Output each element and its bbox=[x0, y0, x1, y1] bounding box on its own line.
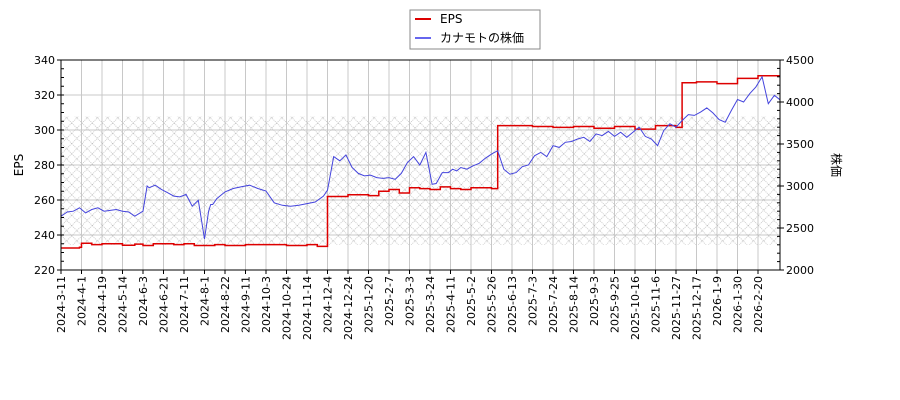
right-tick-label: 4500 bbox=[786, 54, 814, 67]
x-tick-label: 2024-9-11 bbox=[240, 276, 253, 333]
x-tick-label: 2025-10-16 bbox=[629, 276, 642, 340]
right-tick-label: 3500 bbox=[786, 138, 814, 151]
x-tick-label: 2024-10-3 bbox=[260, 276, 273, 333]
legend: EPS カナモトの株価 bbox=[409, 9, 541, 50]
eps-line bbox=[61, 74, 780, 249]
x-tick-label: 2025-9-3 bbox=[588, 276, 601, 326]
x-tick-label: 2025-9-25 bbox=[609, 276, 622, 333]
x-tick-label: 2024-11-14 bbox=[301, 276, 314, 340]
right-tick-label: 4000 bbox=[786, 96, 814, 109]
stock-price-line bbox=[61, 75, 780, 239]
legend-price-label: カナモトの株価 bbox=[440, 30, 524, 45]
x-tick-label: 2025-5-26 bbox=[486, 276, 499, 333]
x-tick-label: 2025-3-3 bbox=[404, 276, 417, 326]
x-tick-label: 2025-11-27 bbox=[670, 276, 683, 340]
right-axis-title: 株価 bbox=[829, 153, 844, 177]
x-tick-label: 2025-7-24 bbox=[547, 276, 560, 333]
x-tick-label: 2025-12-17 bbox=[691, 276, 704, 340]
x-tick-label: 2025-2-7 bbox=[383, 276, 396, 326]
right-y-axis: 2000 2500 3000 3500 4000 4500 bbox=[777, 54, 814, 277]
x-tick-label: 2025-8-14 bbox=[568, 276, 581, 333]
left-tick-label: 320 bbox=[34, 89, 55, 102]
x-axis: 2024-3-11 2024-4-1 2024-4-19 2024-5-14 2024-… bbox=[55, 270, 765, 340]
hatch-area bbox=[61, 116, 780, 245]
hatched-band bbox=[61, 116, 780, 245]
x-tick-label: 2024-8-1 bbox=[199, 276, 212, 326]
x-tick-label: 2024-4-19 bbox=[96, 276, 109, 333]
right-tick-label: 2000 bbox=[786, 264, 814, 277]
x-tick-label: 2026-1-30 bbox=[732, 276, 745, 333]
left-tick-label: 280 bbox=[34, 159, 55, 172]
x-tick-label: 2026-2-20 bbox=[752, 276, 765, 333]
left-axis-title: EPS bbox=[12, 154, 26, 176]
x-tick-label: 2025-6-13 bbox=[506, 276, 519, 333]
left-tick-label: 240 bbox=[34, 229, 55, 242]
x-tick-label: 2024-4-1 bbox=[76, 276, 89, 326]
x-tick-label: 2025-4-11 bbox=[445, 276, 458, 333]
x-tick-label: 2024-6-3 bbox=[137, 276, 150, 326]
left-y-axis: 220 240 260 280 300 320 340 bbox=[34, 54, 64, 277]
x-tick-label: 2024-12-4 bbox=[322, 276, 335, 333]
x-tick-label: 2024-6-21 bbox=[158, 276, 171, 333]
left-tick-label: 260 bbox=[34, 194, 55, 207]
series-layer bbox=[61, 74, 780, 249]
x-tick-label: 2024-8-22 bbox=[219, 276, 232, 333]
right-tick-label: 2500 bbox=[786, 222, 814, 235]
x-tick-label: 2026-1-9 bbox=[711, 276, 724, 326]
gridlines bbox=[60, 59, 780, 271]
legend-box bbox=[409, 9, 541, 50]
x-tick-label: 2025-7-3 bbox=[527, 276, 540, 326]
left-tick-label: 340 bbox=[34, 54, 55, 67]
legend-eps-label: EPS bbox=[440, 12, 462, 26]
x-tick-label: 2024-5-14 bbox=[117, 276, 130, 333]
x-tick-label: 2025-3-24 bbox=[424, 276, 437, 333]
x-tick-label: 2025-1-20 bbox=[363, 276, 376, 333]
x-tick-label: 2025-5-2 bbox=[465, 276, 478, 326]
x-tick-label: 2024-7-11 bbox=[178, 276, 191, 333]
left-tick-label: 220 bbox=[34, 264, 55, 277]
x-tick-label: 2024-10-24 bbox=[281, 276, 294, 340]
right-tick-label: 3000 bbox=[786, 180, 814, 193]
x-tick-label: 2025-11-6 bbox=[650, 276, 663, 333]
x-tick-label: 2024-3-11 bbox=[55, 276, 68, 333]
x-tick-label: 2024-12-24 bbox=[342, 276, 355, 340]
left-tick-label: 300 bbox=[34, 124, 55, 137]
